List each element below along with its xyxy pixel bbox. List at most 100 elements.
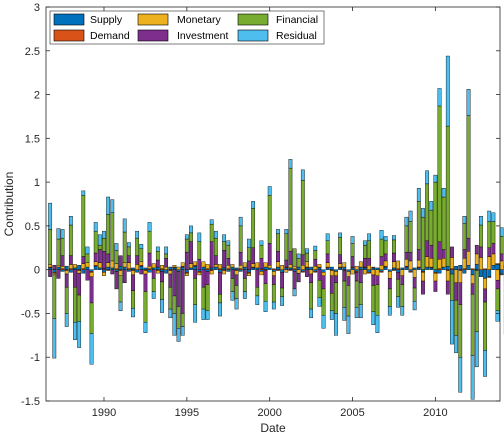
- bar-segment-financial: [234, 285, 239, 299]
- bar-segment-residual: [454, 335, 458, 354]
- bar-segment-residual: [73, 322, 77, 340]
- bar-segment-supply: [346, 269, 351, 272]
- bar-segment-investment: [143, 273, 148, 292]
- bar-segment-financial: [458, 304, 463, 358]
- bar-segment-residual: [313, 245, 318, 251]
- bar-segment-monetary: [470, 274, 475, 284]
- bar-segment-residual: [329, 310, 334, 320]
- bar-segment-residual: [342, 307, 347, 321]
- bar-segment-residual: [495, 310, 500, 322]
- bar-segment-financial: [267, 195, 272, 244]
- bar-segment-residual: [350, 236, 355, 244]
- bar-segment-financial: [238, 225, 243, 253]
- bar-segment-supply: [164, 269, 169, 274]
- bar-segment-financial: [222, 241, 227, 251]
- bar-segment-supply: [280, 269, 285, 273]
- bar-segment-monetary: [209, 270, 214, 275]
- bar-segment-residual: [213, 230, 218, 239]
- bar-segment-investment: [56, 269, 61, 279]
- bar-segment-supply: [288, 267, 293, 270]
- bar-segment-residual: [375, 315, 380, 333]
- bar-segment-demand: [499, 273, 504, 276]
- bar-segment-residual: [135, 230, 140, 239]
- bar-segment-supply: [73, 267, 77, 270]
- bar-segment-monetary: [450, 257, 454, 269]
- bar-segment-supply: [160, 269, 164, 272]
- bar-segment-supply: [135, 269, 140, 273]
- bar-segment-demand: [288, 269, 293, 271]
- bar-segment-supply: [263, 266, 268, 270]
- bar-segment-monetary: [396, 260, 400, 269]
- bar-segment-investment: [408, 251, 413, 262]
- bar-segment-investment: [234, 274, 239, 286]
- bar-segment-residual: [155, 246, 160, 252]
- bar-segment-financial: [499, 236, 504, 255]
- bar-segment-monetary: [313, 265, 318, 270]
- bar-segment-supply: [168, 266, 173, 270]
- bar-segment-investment: [454, 282, 458, 301]
- bar-segment-investment: [97, 249, 102, 263]
- bar-segment-supply: [118, 265, 123, 270]
- bar-segment-demand: [470, 268, 475, 270]
- bar-segment-supply: [354, 269, 359, 272]
- bar-segment-investment: [441, 249, 446, 259]
- bar-segment-supply: [491, 265, 496, 270]
- bar-segment-supply: [209, 267, 214, 270]
- bar-segment-monetary: [180, 262, 185, 267]
- bar-segment-financial: [118, 275, 123, 303]
- bar-segment-residual: [499, 227, 504, 237]
- bar-segment-residual: [433, 174, 438, 183]
- bar-segment-monetary: [400, 269, 405, 277]
- bar-segment-investment: [73, 269, 77, 288]
- bar-segment-financial: [184, 238, 189, 253]
- bar-segment-demand: [371, 266, 376, 269]
- bar-segment-residual: [255, 295, 260, 305]
- bar-segment-supply: [205, 269, 210, 272]
- bar-segment-supply: [441, 266, 446, 270]
- bar-segment-residual: [358, 304, 363, 319]
- bar-segment-monetary: [218, 264, 222, 269]
- bar-segment-financial: [338, 237, 343, 255]
- bar-segment-monetary: [284, 269, 289, 273]
- bar-segment-investment: [242, 269, 247, 279]
- bar-segment-residual: [296, 253, 301, 259]
- bar-segment-supply: [342, 266, 347, 270]
- bar-segment-investment: [48, 269, 53, 277]
- bar-segment-monetary: [189, 263, 193, 269]
- bar-segment-financial: [387, 288, 392, 307]
- bar-segment-monetary: [371, 269, 376, 276]
- bar-segment-financial: [48, 229, 53, 265]
- bar-segment-residual: [276, 229, 280, 234]
- legend-swatch-residual: [237, 29, 269, 42]
- bar-segment-investment: [135, 255, 140, 265]
- bar-segment-residual: [247, 238, 251, 248]
- bar-segment-financial: [363, 244, 367, 259]
- bar-segment-investment: [114, 271, 119, 290]
- bar-segment-supply: [276, 266, 280, 270]
- bar-segment-investment: [126, 255, 131, 263]
- bar-segment-supply: [296, 266, 301, 270]
- bar-segment-supply: [147, 269, 152, 273]
- bar-segment-monetary: [309, 269, 314, 275]
- bar-segment-financial: [226, 244, 231, 259]
- bar-segment-investment: [338, 254, 343, 264]
- bar-segment-monetary: [441, 258, 446, 268]
- bar-segment-investment: [147, 252, 152, 267]
- bar-segment-residual: [441, 188, 446, 198]
- bar-segment-investment: [131, 274, 135, 291]
- bar-segment-investment: [209, 241, 214, 269]
- bar-segment-investment: [68, 255, 73, 265]
- bar-segment-residual: [280, 296, 285, 306]
- bar-segment-monetary: [106, 262, 111, 268]
- bar-segment-financial: [466, 115, 471, 239]
- bar-segment-supply: [487, 269, 492, 277]
- bar-segment-financial: [392, 239, 396, 254]
- bar-segment-monetary: [131, 270, 135, 276]
- bar-segment-investment: [296, 272, 301, 283]
- bar-segment-monetary: [408, 260, 413, 270]
- bar-segment-investment: [218, 272, 222, 295]
- legend-label-investment: Investment: [177, 30, 228, 42]
- bar-segment-financial: [300, 180, 305, 255]
- bar-segment-residual: [458, 357, 463, 393]
- y-tick-label: -1: [30, 352, 40, 364]
